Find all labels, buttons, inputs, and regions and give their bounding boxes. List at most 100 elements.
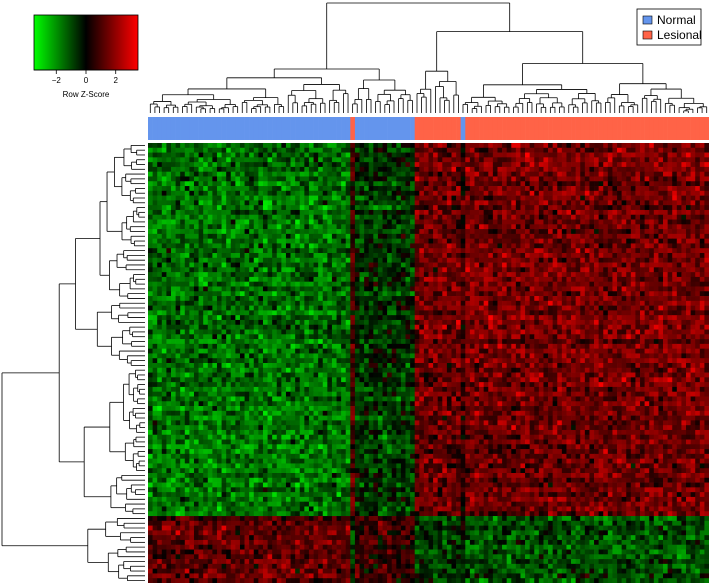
heatmap-cell: [373, 281, 379, 287]
heatmap-cell: [686, 195, 691, 201]
heatmap-cell: [180, 200, 186, 206]
heatmap-cell: [474, 200, 480, 206]
heatmap-cell: [663, 224, 668, 230]
heatmap-cell: [161, 147, 167, 153]
heatmap-cell: [313, 209, 319, 216]
heatmap-cell: [538, 257, 544, 263]
heatmap-cell: [474, 181, 480, 187]
heatmap-cell: [686, 296, 691, 302]
heatmap-cell: [686, 157, 691, 163]
heatmap-cell: [285, 214, 291, 220]
heatmap-cell: [336, 186, 342, 192]
heatmap-cell: [446, 166, 452, 173]
heatmap-cell: [157, 152, 163, 158]
heatmap-cell: [465, 200, 471, 206]
heatmap-cell: [561, 157, 567, 163]
heatmap-cell: [423, 157, 429, 163]
heatmap-cell: [410, 253, 416, 259]
heatmap-cell: [451, 243, 457, 249]
heatmap-cell: [382, 181, 388, 187]
heatmap-cell: [483, 162, 489, 168]
heatmap-cell: [387, 219, 393, 225]
heatmap-cell: [198, 157, 204, 163]
heatmap-cell: [566, 233, 572, 240]
heatmap-cell: [552, 281, 558, 287]
heatmap-cell: [525, 243, 531, 249]
heatmap-cell: [295, 276, 301, 283]
heatmap-cell: [354, 186, 360, 192]
heatmap-cell: [483, 181, 489, 187]
heatmap-cell: [506, 257, 512, 263]
heatmap-cell: [635, 257, 641, 263]
heatmap-cell: [226, 272, 232, 278]
heatmap-cell: [396, 267, 402, 273]
heatmap-cell: [667, 262, 673, 268]
heatmap-cell: [626, 195, 632, 201]
heatmap-cell: [492, 200, 498, 206]
heatmap-cell: [189, 181, 195, 187]
heatmap-cell: [515, 291, 521, 297]
heatmap-cell: [630, 248, 636, 254]
heatmap-cell: [428, 248, 434, 254]
heatmap-cell: [566, 272, 572, 278]
heatmap-cell: [331, 272, 337, 278]
heatmap-cell: [221, 157, 227, 163]
heatmap-cell: [193, 305, 199, 311]
heatmap-cell: [460, 181, 466, 187]
heatmap-cell: [414, 248, 420, 254]
heatmap-cell: [695, 143, 701, 149]
heatmap-cell: [175, 233, 181, 240]
heatmap-cell: [166, 276, 172, 283]
heatmap-cell: [175, 186, 181, 192]
column-side-cell: [640, 117, 645, 140]
heatmap-cell: [571, 209, 576, 216]
heatmap-cell: [313, 214, 319, 220]
heatmap-cell: [488, 224, 494, 230]
heatmap-cell: [331, 181, 337, 187]
heatmap-cell: [216, 267, 222, 273]
heatmap-cell: [552, 286, 558, 292]
heatmap-cell: [350, 152, 356, 158]
heatmap-cell: [534, 190, 540, 196]
heatmap-cell: [281, 162, 287, 168]
heatmap-cell: [239, 224, 245, 230]
heatmap-cell: [166, 286, 172, 292]
heatmap-cell: [543, 291, 549, 297]
heatmap-cell: [423, 291, 429, 297]
heatmap-cell: [387, 272, 393, 278]
heatmap-cell: [304, 281, 310, 287]
heatmap-cell: [276, 143, 282, 149]
heatmap-cell: [230, 224, 236, 230]
heatmap-cell: [469, 143, 475, 149]
heatmap-cell: [184, 147, 190, 153]
heatmap-cell: [281, 243, 287, 249]
heatmap-cell: [607, 272, 613, 278]
heatmap-cell: [617, 143, 622, 149]
heatmap-cell: [561, 243, 567, 249]
heatmap-cell: [249, 253, 255, 259]
heatmap-cell: [571, 267, 576, 273]
heatmap-cell: [253, 233, 259, 240]
heatmap-cell: [253, 257, 259, 263]
heatmap-cell: [649, 248, 655, 254]
heatmap-cell: [511, 291, 517, 297]
heatmap-cell: [483, 143, 489, 149]
heatmap-cell: [203, 176, 209, 182]
heatmap-cell: [295, 286, 301, 292]
heatmap-cell: [308, 243, 314, 249]
heatmap-cell: [667, 248, 673, 254]
heatmap-cell: [534, 233, 540, 240]
heatmap-cell: [318, 219, 324, 225]
heatmap-cell: [203, 186, 209, 192]
heatmap-cell: [506, 286, 512, 292]
heatmap-cell: [653, 276, 659, 283]
heatmap-cell: [437, 166, 443, 173]
heatmap-cell: [235, 214, 241, 220]
heatmap-cell: [543, 276, 549, 283]
heatmap-cell: [161, 262, 167, 268]
heatmap-cell: [189, 253, 195, 259]
heatmap-cell: [612, 181, 618, 187]
heatmap-cell: [515, 238, 521, 244]
heatmap-cell: [423, 186, 429, 192]
heatmap-cell: [580, 286, 586, 292]
